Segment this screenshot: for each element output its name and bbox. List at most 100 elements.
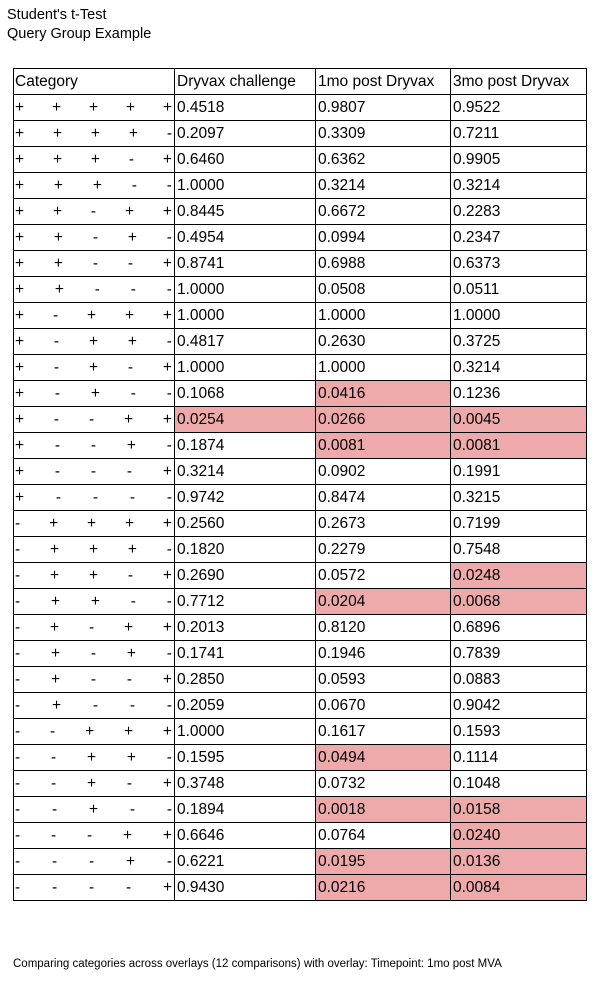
1mo-post-dryvax-value: 0.3309 <box>315 120 451 147</box>
table-row: - - + - -0.1894 0.0018 0.0158 <box>13 796 587 823</box>
table-row: - + + - -0.7712 0.0204 0.0068 <box>13 588 587 615</box>
1mo-post-dryvax-value: 0.0204 <box>315 588 451 615</box>
1mo-post-dryvax-value: 0.0994 <box>315 224 451 251</box>
category-sign: + <box>15 202 25 220</box>
category-signs: + + + + - <box>15 125 172 143</box>
table-row: + - + + -0.4817 0.2630 0.3725 <box>13 328 587 355</box>
category-signs: + + + - + <box>15 151 172 169</box>
1mo-post-dryvax-value: 0.6988 <box>315 250 451 277</box>
category-cell: - + - - - <box>13 692 175 719</box>
category-sign: - <box>126 774 133 792</box>
category-sign: + <box>53 254 63 272</box>
category-sign: + <box>53 228 63 246</box>
category-sign: - <box>127 358 134 376</box>
table-row: + + - - -1.0000 0.0508 0.0511 <box>13 276 587 303</box>
category-sign: + <box>162 878 172 896</box>
table-row: - + - - -0.2059 0.0670 0.9042 <box>13 692 587 719</box>
3mo-post-dryvax-value: 0.7199 <box>450 510 587 537</box>
category-sign: - <box>88 410 95 428</box>
category-cell: + + + + + <box>13 94 175 121</box>
category-sign: - <box>166 332 172 350</box>
1mo-post-dryvax-value: 0.0670 <box>315 692 451 719</box>
1mo-post-dryvax-value: 0.2673 <box>315 510 451 537</box>
category-sign: - <box>15 696 21 714</box>
category-signs: + + - - + <box>15 255 172 273</box>
category-sign: - <box>15 540 21 558</box>
category-sign: - <box>166 644 172 662</box>
category-sign: + <box>15 436 25 454</box>
category-sign: - <box>15 826 21 844</box>
category-sign: + <box>15 228 25 246</box>
1mo-post-dryvax-value: 0.2630 <box>315 328 451 355</box>
category-cell: + - + + - <box>13 328 175 355</box>
category-sign: - <box>166 592 172 610</box>
category-cell: + - + - - <box>13 380 175 407</box>
category-sign: - <box>166 696 172 714</box>
category-sign: - <box>50 722 56 740</box>
category-sign: - <box>94 280 100 298</box>
header-3mo-post-dryvax: 3mo post Dryvax <box>450 68 587 95</box>
category-sign: + <box>87 774 97 792</box>
3mo-post-dryvax-value: 0.1593 <box>450 718 587 745</box>
category-sign: - <box>130 384 136 402</box>
category-signs: - + - - - <box>15 697 172 715</box>
category-sign: + <box>49 514 59 532</box>
table-row: + + + + +0.4518 0.9807 0.9522 <box>13 94 587 121</box>
category-cell: + - + - + <box>13 354 175 381</box>
dryvax-challenge-value: 0.2560 <box>174 510 316 537</box>
page-title: Student's t-Test Query Group Example <box>7 6 151 44</box>
category-sign: - <box>54 462 61 480</box>
category-sign: + <box>15 332 25 350</box>
category-sign: + <box>162 202 172 220</box>
1mo-post-dryvax-value: 0.1946 <box>315 640 451 667</box>
dryvax-challenge-value: 0.4518 <box>174 94 316 121</box>
category-sign: + <box>88 566 99 584</box>
category-sign: - <box>166 176 172 194</box>
category-sign: - <box>166 280 172 298</box>
1mo-post-dryvax-value: 0.8474 <box>315 484 451 511</box>
category-sign: + <box>123 410 134 428</box>
category-signs: + - + - + <box>15 359 172 377</box>
footnote: Comparing categories across overlays (12… <box>13 958 502 970</box>
category-sign: + <box>162 462 172 480</box>
category-sign: + <box>162 618 172 636</box>
category-sign: + <box>124 306 135 324</box>
3mo-post-dryvax-value: 0.0081 <box>450 432 587 459</box>
1mo-post-dryvax-value: 0.0572 <box>315 562 451 589</box>
category-sign: - <box>15 800 21 818</box>
3mo-post-dryvax-value: 0.0883 <box>450 666 587 693</box>
category-sign: - <box>15 644 21 662</box>
category-sign: + <box>90 150 100 168</box>
category-signs: - - + - + <box>15 775 172 793</box>
category-signs: + - - + + <box>15 411 172 429</box>
category-cell: + - - + + <box>13 406 175 433</box>
category-sign: + <box>88 358 99 376</box>
category-sign: - <box>90 670 97 688</box>
category-sign: - <box>129 488 136 506</box>
table-header-row: Category Dryvax challenge 1mo post Dryva… <box>13 68 587 95</box>
category-sign: + <box>126 436 136 454</box>
category-sign: - <box>125 878 132 896</box>
category-sign: - <box>130 592 136 610</box>
category-signs: - - + + - <box>15 749 172 767</box>
category-cell: + + + - - <box>13 172 175 199</box>
1mo-post-dryvax-value: 0.0081 <box>315 432 451 459</box>
1mo-post-dryvax-value: 0.0216 <box>315 874 451 901</box>
category-sign: - <box>15 722 21 740</box>
category-sign: + <box>162 774 172 792</box>
category-cell: - + + + + <box>13 510 175 537</box>
category-sign: - <box>92 254 99 272</box>
dryvax-challenge-value: 0.1068 <box>174 380 316 407</box>
dryvax-challenge-value: 0.0254 <box>174 406 316 433</box>
table-row: + - + + +1.0000 1.0000 1.0000 <box>13 302 587 329</box>
category-signs: - - + - - <box>15 801 172 819</box>
1mo-post-dryvax-value: 0.0508 <box>315 276 451 303</box>
category-sign: + <box>123 826 133 844</box>
header-dryvax-challenge: Dryvax challenge <box>174 68 316 95</box>
3mo-post-dryvax-value: 0.1991 <box>450 458 587 485</box>
category-sign: + <box>15 98 25 116</box>
table-row: - - + + +1.0000 0.1617 0.1593 <box>13 718 587 745</box>
table-row: + - + - +1.0000 1.0000 0.3214 <box>13 354 587 381</box>
category-sign: + <box>162 826 172 844</box>
1mo-post-dryvax-value: 0.0195 <box>315 848 451 875</box>
